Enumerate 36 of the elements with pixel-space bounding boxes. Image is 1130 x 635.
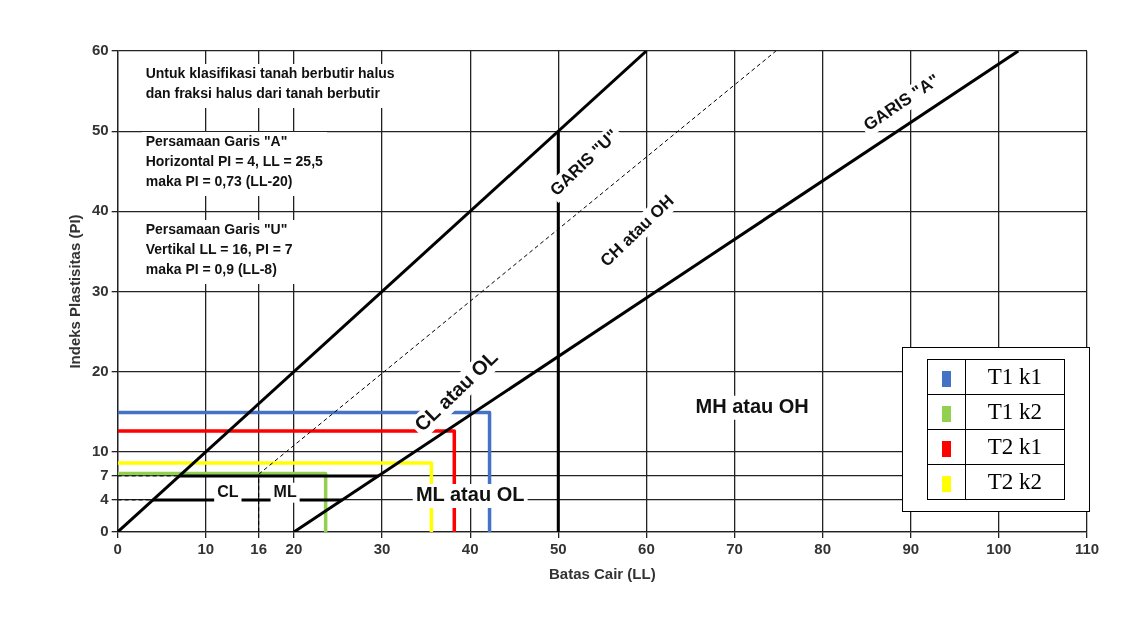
y-tick-label: 50 (92, 121, 109, 139)
y-tick-label: 20 (92, 361, 109, 379)
y-axis-title: Indeks Plastisitas (PI) (66, 214, 84, 369)
y-tick-label: 0 (100, 522, 109, 540)
x-tick-label: 50 (549, 540, 567, 558)
x-tick-label: 20 (285, 540, 303, 558)
x-tick-label: 70 (726, 540, 743, 558)
x-tick-label: 16 (250, 540, 268, 558)
y-tick-label: 40 (92, 201, 109, 219)
x-tick-label: 100 (986, 540, 1012, 558)
y-tick-label: 60 (92, 41, 109, 59)
annotation: Persamaan Garis "A" Horizontal PI = 4, LL = 25,5 maka PI = 0,73 (LL-20) (145, 132, 324, 189)
annotation: Persamaan Garis "U" Vertikal LL = 16, PI = 7 maka PI = 0,9 (LL-8) (145, 220, 293, 277)
x-tick-label: 10 (197, 540, 215, 558)
legend-label: T1 k2 (965, 394, 1065, 430)
annotation: Untuk klasifikasi tanah berbutir halus dan fraksi halus dari tanah berbutir (145, 64, 395, 101)
x-tick-label: 90 (902, 540, 920, 558)
legend-label: T1 k1 (965, 359, 1065, 395)
x-tick-label: 80 (814, 540, 831, 558)
x-axis-title: Batas Cair (LL) (549, 565, 656, 583)
y-tick-label: 4 (100, 490, 110, 508)
x-tick-label: 110 (1074, 540, 1100, 558)
x-tick-label: 40 (461, 540, 479, 558)
annotation: ML atau OL (415, 483, 525, 506)
y-tick-label: 10 (92, 441, 109, 459)
y-tick-label: 7 (100, 466, 109, 484)
annotation: CL atau OL (410, 345, 502, 436)
x-tick-label: 30 (373, 540, 391, 558)
legend-label: T2 k2 (965, 464, 1065, 500)
legend-label: T2 k1 (965, 429, 1065, 465)
y-tick-label: 30 (92, 281, 109, 299)
annotation: ML (273, 483, 297, 501)
x-tick-label: 0 (113, 540, 122, 558)
annotation: MH atau OH (695, 395, 809, 418)
annotation: CL (217, 483, 239, 501)
x-tick-label: 60 (638, 540, 655, 558)
